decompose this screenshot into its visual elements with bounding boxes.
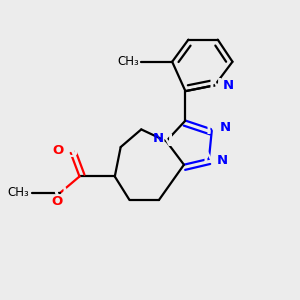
Text: O: O [52, 195, 63, 208]
Text: O: O [64, 146, 77, 160]
Text: N: N [205, 122, 219, 137]
Text: N: N [208, 78, 222, 93]
Text: N: N [216, 154, 227, 167]
Text: N: N [153, 132, 164, 145]
Text: O: O [54, 185, 67, 200]
Text: N: N [160, 134, 173, 149]
Text: N: N [219, 121, 230, 134]
Text: CH₃: CH₃ [117, 55, 139, 68]
Text: N: N [223, 80, 234, 92]
Text: CH₃: CH₃ [8, 186, 29, 199]
Text: O: O [52, 143, 63, 157]
Text: N: N [202, 151, 216, 166]
